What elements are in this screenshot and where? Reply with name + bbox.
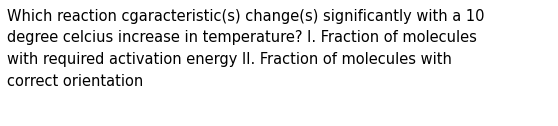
Text: Which reaction cgaracteristic(s) change(s) significantly with a 10
degree celciu: Which reaction cgaracteristic(s) change(… <box>7 9 485 89</box>
